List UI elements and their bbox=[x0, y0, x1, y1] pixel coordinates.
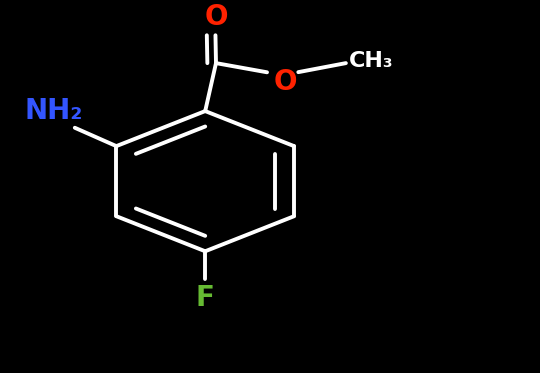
Text: O: O bbox=[274, 69, 297, 97]
Text: O: O bbox=[204, 3, 228, 31]
Text: CH₃: CH₃ bbox=[349, 51, 393, 71]
Text: F: F bbox=[196, 284, 214, 312]
Text: NH₂: NH₂ bbox=[25, 97, 83, 125]
